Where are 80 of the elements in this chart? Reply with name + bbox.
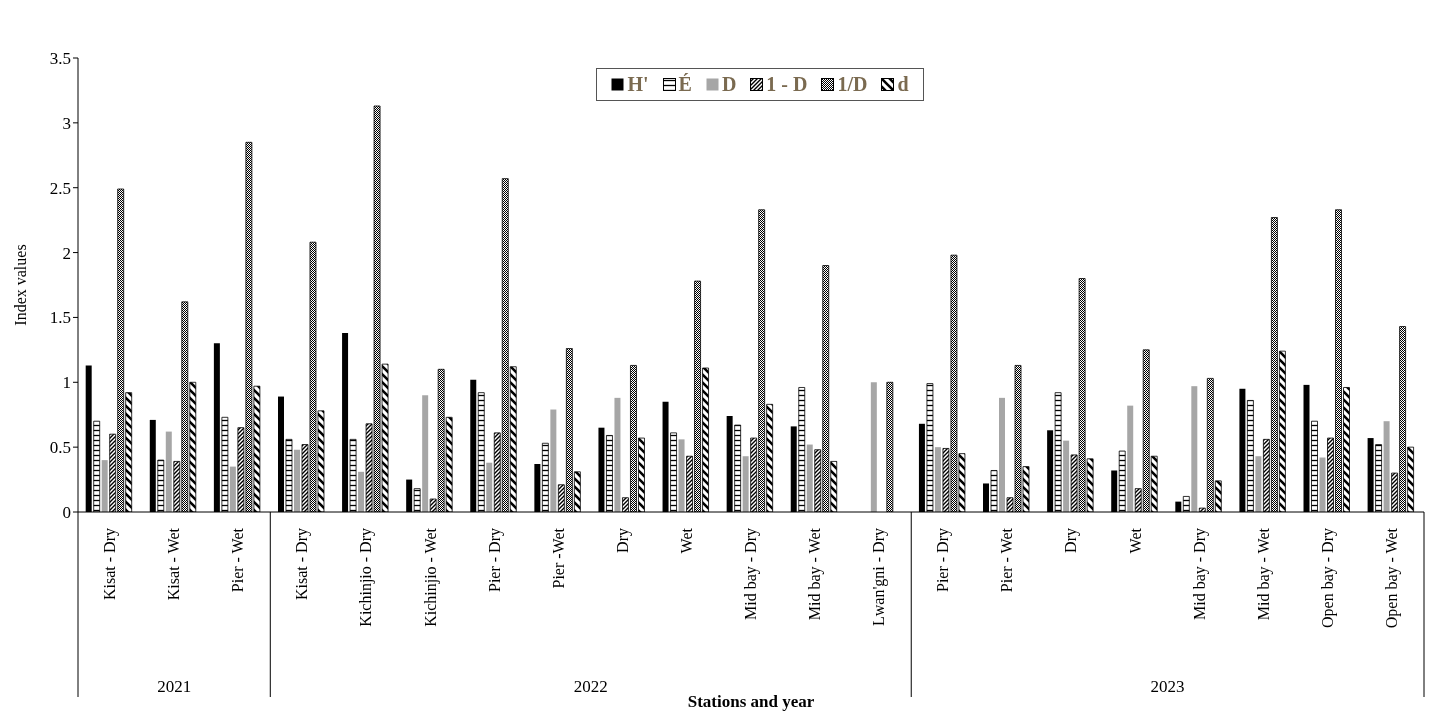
legend-label: H' bbox=[627, 73, 649, 96]
text: 2022 bbox=[573, 677, 608, 696]
bar bbox=[790, 426, 797, 512]
bar bbox=[662, 401, 669, 512]
x-tick-label: Open bay - Dry bbox=[1318, 528, 1337, 628]
y-tick-label: 1 bbox=[62, 373, 71, 393]
x-tick-label: Mid bay - Dry bbox=[1190, 528, 1209, 620]
x-tick-label: Lwan'gni - Dry bbox=[870, 528, 889, 626]
bar bbox=[1255, 456, 1262, 512]
bar bbox=[149, 419, 156, 512]
y-tick-label: 1.5 bbox=[49, 308, 71, 328]
y-tick-label: 3.5 bbox=[49, 49, 71, 69]
bar bbox=[934, 447, 941, 512]
y-tick-label: 0 bbox=[62, 503, 71, 523]
y-axis-title: Index values bbox=[11, 244, 29, 326]
bar bbox=[1127, 405, 1134, 512]
x-tick-label: Mid bay - Dry bbox=[742, 528, 760, 620]
legend-label: d bbox=[897, 73, 909, 96]
bar bbox=[598, 427, 605, 512]
bar bbox=[358, 471, 365, 512]
bar bbox=[742, 456, 749, 512]
legend-label: É bbox=[678, 73, 692, 96]
text: 2023 bbox=[1150, 677, 1185, 696]
bar bbox=[486, 462, 493, 512]
bar bbox=[213, 343, 220, 512]
bar bbox=[870, 382, 877, 512]
bar bbox=[1111, 470, 1118, 512]
bar bbox=[983, 483, 990, 512]
bar bbox=[1047, 430, 1054, 512]
x-tick-label: Dry bbox=[1062, 528, 1081, 553]
y-tick-label: 0.5 bbox=[49, 438, 71, 458]
bar bbox=[550, 409, 557, 512]
x-tick-label: Kisat - Wet bbox=[165, 527, 183, 601]
x-tick-label: Mid bay - Wet bbox=[806, 527, 825, 621]
x-tick-label: Kichinjio - Dry bbox=[357, 528, 376, 627]
x-tick-label: Pier - Dry bbox=[485, 528, 504, 592]
x-tick-label: Pier - Dry bbox=[934, 528, 953, 592]
bar bbox=[293, 449, 300, 512]
bar bbox=[918, 423, 925, 512]
x-tick-label: Kisat - Dry bbox=[293, 528, 312, 600]
bar bbox=[1319, 457, 1326, 512]
y-tick-label: 3 bbox=[62, 113, 71, 133]
x-tick-label: Pier -Wet bbox=[549, 527, 567, 589]
legend-label: 1/D bbox=[837, 73, 868, 96]
x-tick-label: Dry bbox=[613, 528, 632, 553]
bar bbox=[534, 464, 541, 512]
bar bbox=[1367, 438, 1374, 512]
x-axis-title: Stations and year bbox=[687, 692, 815, 711]
legend-label: 1 - D bbox=[766, 73, 808, 96]
bar bbox=[726, 416, 733, 512]
y-tick-label: 2.5 bbox=[49, 178, 71, 198]
bar bbox=[1191, 386, 1198, 512]
bar bbox=[470, 379, 477, 512]
x-tick-label: Pier - Wet bbox=[998, 527, 1016, 593]
x-tick-label: Open bay - Wet bbox=[1382, 527, 1401, 629]
text: 2021 bbox=[157, 677, 192, 696]
bar bbox=[806, 444, 813, 512]
bar bbox=[406, 479, 413, 512]
y-tick-label: 2 bbox=[62, 243, 71, 263]
bar bbox=[229, 466, 236, 512]
bar bbox=[1239, 388, 1246, 512]
bar bbox=[277, 396, 284, 512]
bar bbox=[165, 431, 172, 512]
bar bbox=[678, 439, 685, 512]
bar bbox=[614, 397, 621, 512]
bar bbox=[1383, 421, 1390, 512]
x-tick-label: Mid bay - Wet bbox=[1254, 527, 1273, 621]
bar bbox=[101, 460, 108, 512]
bar bbox=[1063, 440, 1070, 512]
x-tick-label: Kichinjio - Wet bbox=[421, 527, 440, 627]
x-tick-label: Kisat - Dry bbox=[101, 528, 120, 600]
bar bbox=[999, 397, 1006, 512]
bar bbox=[342, 332, 349, 512]
x-tick-label: Pier - Wet bbox=[229, 527, 247, 593]
legend-label: D bbox=[721, 73, 737, 96]
bar bbox=[85, 365, 92, 512]
x-tick-label: Wet bbox=[677, 527, 695, 554]
bar bbox=[1303, 384, 1310, 512]
bar bbox=[422, 395, 429, 512]
x-tick-label: Wet bbox=[1126, 527, 1144, 554]
